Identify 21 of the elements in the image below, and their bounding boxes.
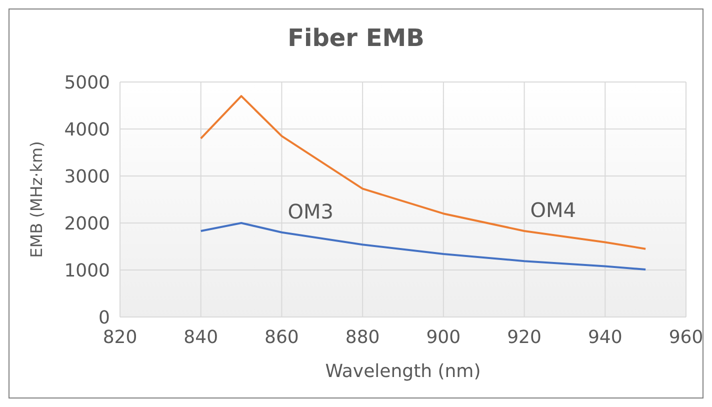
x-tick-label: 920 (507, 327, 542, 348)
x-axis-title: Wavelength (nm) (325, 361, 481, 382)
x-tick-label: 960 (668, 327, 704, 348)
y-axis-title: EMB (MHz·km) (27, 141, 46, 258)
line-series (200, 222, 647, 271)
x-tick-label: 900 (426, 327, 461, 348)
y-tick-label: 2000 (64, 213, 110, 234)
y-tick-label: 3000 (64, 166, 110, 188)
series-label: OM3 (288, 199, 334, 224)
x-tick-label: 840 (184, 327, 218, 348)
y-tick-label: 1000 (64, 260, 110, 282)
x-tick-label: 860 (264, 327, 299, 348)
x-tick-label: 880 (345, 327, 380, 348)
x-tick-label: 820 (102, 327, 138, 348)
y-tick-label: 5000 (64, 72, 110, 94)
line-series (200, 95, 647, 250)
series-label: OM4 (530, 198, 576, 222)
y-tick-label: 4000 (64, 119, 110, 140)
y-tick-label: 0 (98, 307, 110, 328)
chart-title: Fiber EMB (288, 24, 424, 52)
x-tick-label: 940 (588, 327, 622, 348)
